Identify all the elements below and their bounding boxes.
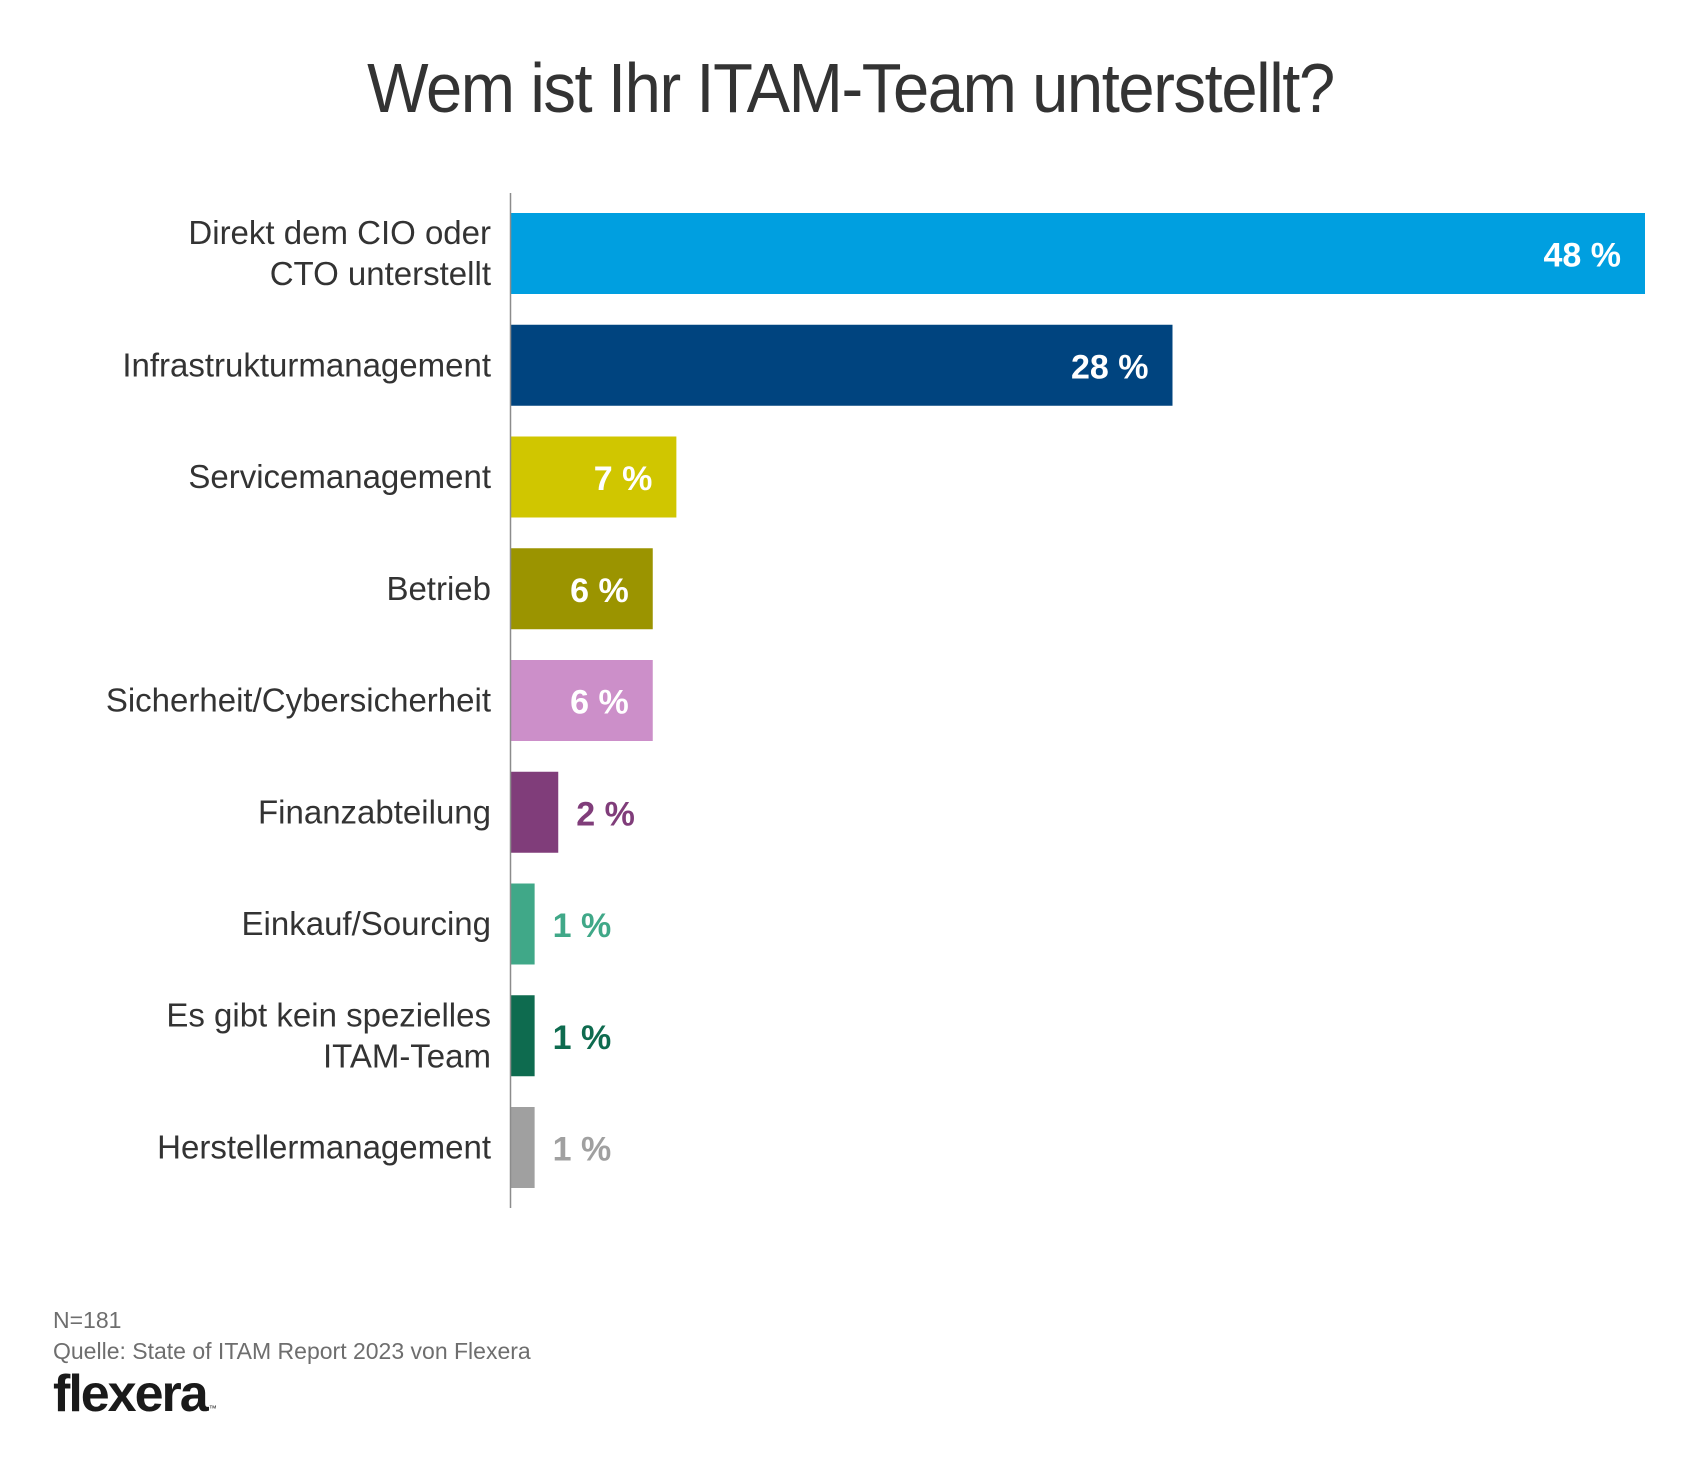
- value-label: 6 %: [570, 572, 629, 610]
- category-label: Es gibt kein spezielles ITAM-Team: [166, 996, 491, 1074]
- category-label-line: Sicherheit/Cybersicherheit: [106, 682, 491, 719]
- category-label-line: Servicemanagement: [188, 458, 491, 495]
- bar: [511, 548, 653, 630]
- trademark-symbol: ™: [208, 1404, 217, 1413]
- bar-chart: Direkt dem CIO oder CTO unterstellt 48 % In…: [106, 193, 1645, 1208]
- bar: [511, 436, 677, 518]
- value-label: 1 %: [553, 1019, 612, 1057]
- flexera-logo: flexera ™: [53, 1366, 217, 1437]
- category-label: Direkt dem CIO oder CTO unterstellt: [188, 214, 491, 292]
- bar: [511, 1107, 535, 1188]
- bar: [511, 324, 1173, 406]
- value-label: 48 %: [1544, 237, 1622, 275]
- logo-text: flexera: [53, 1365, 209, 1423]
- category-label-line: Herstellermanagement: [157, 1129, 491, 1166]
- value-label: 1 %: [553, 1131, 612, 1169]
- category-label-line: Es gibt kein spezielles: [166, 996, 491, 1033]
- value-label: 6 %: [570, 684, 629, 722]
- value-label: 1 %: [553, 907, 612, 945]
- category-label-line: CTO unterstellt: [270, 255, 491, 292]
- category-label: Finanzabteilung: [258, 793, 491, 830]
- bar: [511, 883, 535, 965]
- category-label: Einkauf/Sourcing: [242, 905, 491, 942]
- bar: [511, 213, 1645, 294]
- category-label-line: Infrastrukturmanagement: [122, 346, 491, 383]
- category-label: Betrieb: [386, 570, 491, 607]
- category-label-line: Direkt dem CIO oder: [188, 214, 491, 251]
- category-label: Herstellermanagement: [157, 1129, 491, 1166]
- source-note: Quelle: State of ITAM Report 2023 von Fl…: [53, 1338, 531, 1364]
- category-label-line: Einkauf/Sourcing: [242, 905, 491, 942]
- sample-size-note: N=181: [53, 1307, 122, 1333]
- category-label: Servicemanagement: [188, 458, 491, 495]
- category-label-line: Finanzabteilung: [258, 793, 491, 830]
- bar: [511, 660, 653, 741]
- bar: [511, 995, 535, 1077]
- value-label: 28 %: [1071, 348, 1149, 386]
- bar: [511, 771, 559, 853]
- chart-title: Wem ist Ihr ITAM-Team unterstellt?: [367, 49, 1335, 127]
- category-label: Infrastrukturmanagement: [122, 346, 491, 383]
- bars-layer: Direkt dem CIO oder CTO unterstellt 48 % In…: [106, 213, 1645, 1188]
- value-label: 2 %: [576, 795, 635, 833]
- category-label: Sicherheit/Cybersicherheit: [106, 682, 491, 719]
- category-label-line: Betrieb: [386, 570, 491, 607]
- category-label-line: ITAM-Team: [323, 1037, 491, 1074]
- value-label: 7 %: [594, 460, 653, 498]
